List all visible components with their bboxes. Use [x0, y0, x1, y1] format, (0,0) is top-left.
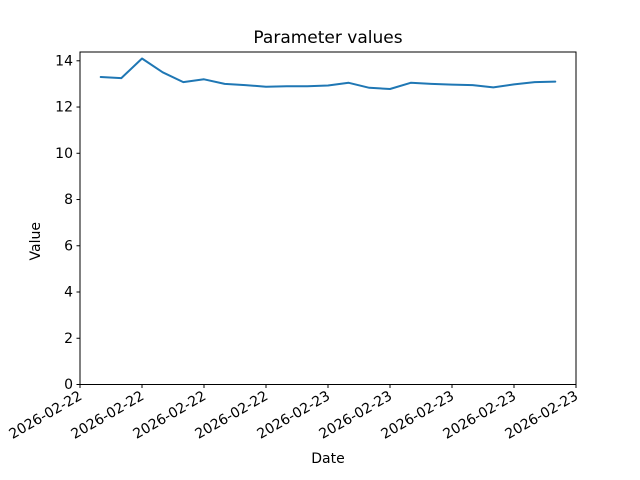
y-axis-title-text: Value [28, 221, 44, 261]
y-tick-label: 8 [64, 192, 73, 208]
y-tick-label: 6 [64, 238, 73, 254]
y-tick-label: 4 [64, 285, 73, 301]
data-line [99, 57, 557, 90]
x-axis-title: Date [311, 451, 345, 467]
y-tick-label: 10 [55, 146, 73, 162]
plot-frame [79, 51, 577, 385]
y-tick-label: 0 [64, 377, 73, 393]
chart-title: Parameter values [253, 28, 403, 48]
y-tick-label: 2 [64, 331, 73, 347]
y-tick-label: 12 [55, 100, 73, 116]
y-tick-label: 14 [55, 53, 73, 69]
